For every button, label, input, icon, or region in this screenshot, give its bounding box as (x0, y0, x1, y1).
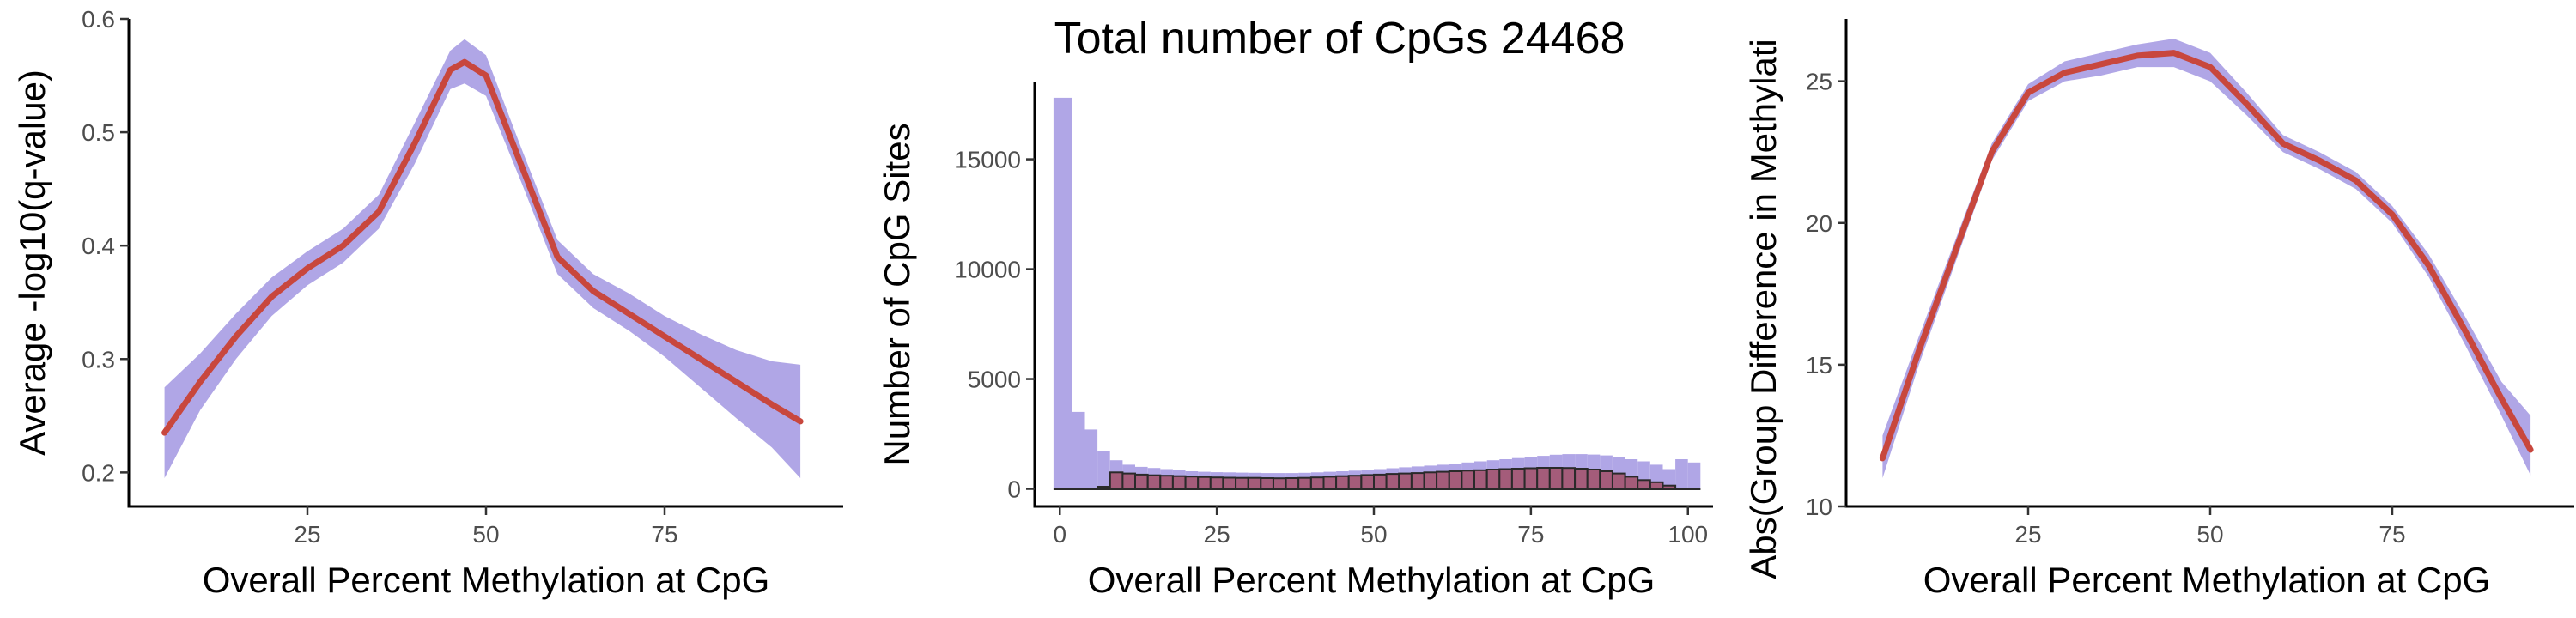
panel-q-value-marks (161, 39, 804, 479)
y-tick-label: 10 (1806, 494, 1832, 520)
smooth-line (161, 58, 804, 436)
panel-histogram-y-title: Number of CpG Sites (877, 123, 917, 465)
histogram-bar-significant (1536, 467, 1551, 490)
histogram-bar-all (1662, 469, 1676, 489)
x-tick-label: 100 (1668, 521, 1708, 548)
histogram-bar-significant (1273, 477, 1287, 490)
histogram-bar-significant (1498, 468, 1513, 490)
panel-histogram-ticks: 0 25 50 75 100 0 5000 10000 15000 (954, 147, 1708, 548)
histogram-bar-all (1084, 429, 1098, 489)
histogram-bar-significant (1309, 476, 1325, 490)
x-tick-label: 50 (472, 521, 499, 548)
histogram-bar-significant (1586, 469, 1601, 490)
histogram-bar-significant (1209, 476, 1224, 490)
histogram-bar-significant (1235, 476, 1249, 490)
histogram-bar-significant (1184, 476, 1200, 490)
histogram-bar-significant (1599, 470, 1613, 490)
panel-group-difference-x-title: Overall Percent Methylation at CpG (1923, 560, 2491, 600)
histogram-bar-significant (1134, 473, 1149, 490)
histogram-bar-significant (1410, 472, 1425, 490)
histogram-bar-significant (1548, 467, 1564, 490)
histogram-bar-significant (1448, 470, 1463, 490)
y-tick-label: 0 (1007, 476, 1021, 503)
x-tick-label: 75 (2379, 521, 2405, 548)
histogram-bar-significant (1335, 475, 1350, 490)
histogram-bar-significant (1574, 468, 1589, 490)
histogram-bar-all (1675, 459, 1688, 489)
panel-group-difference-ticks: 25 50 75 10 15 20 25 (1806, 69, 2406, 548)
histogram-bar-significant (1485, 469, 1501, 490)
x-tick-label: 25 (294, 521, 320, 548)
histogram-bar-significant (1612, 472, 1626, 490)
y-tick-label: 25 (1806, 69, 1832, 95)
histogram-bar-significant (1322, 476, 1338, 490)
histogram-bar-significant (1360, 474, 1376, 490)
panel-histogram: Total number of CpGs 24468 0 25 50 75 100 0 50… (877, 14, 1713, 600)
histogram-bar-significant (1523, 467, 1539, 490)
histogram-bar-significant (1121, 472, 1137, 490)
y-tick-label: 15 (1806, 352, 1832, 379)
panel-group-difference: 25 50 75 10 15 20 25 Overall Percent Methylati… (1743, 19, 2574, 600)
x-tick-label: 50 (2196, 521, 2223, 548)
y-tick-label: 15000 (954, 147, 1021, 173)
panel-group-difference-y-title: Abs(Group Difference in Methylati (1743, 39, 1783, 579)
y-tick-label: 0.3 (82, 346, 115, 373)
histogram-bar-significant (1260, 477, 1274, 490)
histogram-bar-significant (1373, 473, 1388, 490)
histogram-bar-all (1053, 97, 1072, 489)
panel-q-value-y-title: Average -log10(q-value) (12, 70, 52, 456)
histogram-bar-significant (1146, 474, 1162, 490)
confidence-band (164, 39, 801, 479)
histogram-bar-significant (1285, 477, 1300, 490)
histogram-bar-significant (1637, 479, 1651, 490)
histogram-bar-significant (1222, 476, 1237, 490)
y-tick-label: 0.4 (82, 233, 115, 259)
histogram-bar-significant (1159, 475, 1174, 490)
x-tick-label: 0 (1053, 521, 1066, 548)
histogram-bar-significant (1461, 470, 1476, 490)
y-tick-label: 10000 (954, 257, 1021, 283)
histogram-bar-all (1097, 451, 1110, 489)
y-tick-label: 0.5 (82, 119, 115, 146)
panel-q-value: 25 50 75 0.2 0.3 0.4 0.5 0.6 Overall Percent Me… (12, 6, 843, 600)
panel-histogram-marks (1053, 97, 1701, 490)
histogram-bar-significant (1109, 471, 1124, 490)
histogram-bar-significant (1423, 471, 1438, 490)
histogram-bar-significant (1347, 475, 1363, 490)
histogram-bar-significant (1297, 476, 1312, 490)
panel-histogram-x-title: Overall Percent Methylation at CpG (1088, 560, 1656, 600)
x-tick-label: 75 (1517, 521, 1544, 548)
histogram-bar-significant (1624, 476, 1639, 490)
y-tick-label: 5000 (968, 367, 1021, 393)
histogram-bar-significant (1473, 469, 1488, 490)
panel-q-value-ticks: 25 50 75 0.2 0.3 0.4 0.5 0.6 (82, 6, 678, 548)
x-tick-label: 25 (1204, 521, 1230, 548)
x-tick-label: 25 (2014, 521, 2041, 548)
y-tick-label: 20 (1806, 210, 1832, 237)
x-tick-label: 50 (1360, 521, 1387, 548)
histogram-bar-significant (1436, 470, 1450, 490)
panel-group-difference-marks (1879, 39, 2534, 478)
panel-histogram-title: Total number of CpGs 24468 (1054, 14, 1625, 64)
y-tick-label: 0.6 (82, 6, 115, 33)
smooth-line (1879, 50, 2534, 462)
y-tick-label: 0.2 (82, 459, 115, 486)
histogram-bar-all (1687, 462, 1701, 489)
histogram-bar-significant (1561, 467, 1577, 490)
panel-q-value-x-title: Overall Percent Methylation at CpG (203, 560, 770, 600)
histogram-bar-significant (1398, 472, 1413, 490)
histogram-bar-significant (1171, 475, 1187, 490)
histogram-bar-significant (1197, 476, 1212, 490)
histogram-bar-significant (1510, 468, 1526, 490)
histogram-bar-significant (1385, 473, 1400, 490)
histogram-bar-significant (1247, 476, 1262, 490)
histogram-bar-all (1072, 411, 1085, 489)
x-tick-label: 75 (651, 521, 677, 548)
confidence-band (1882, 39, 2531, 478)
